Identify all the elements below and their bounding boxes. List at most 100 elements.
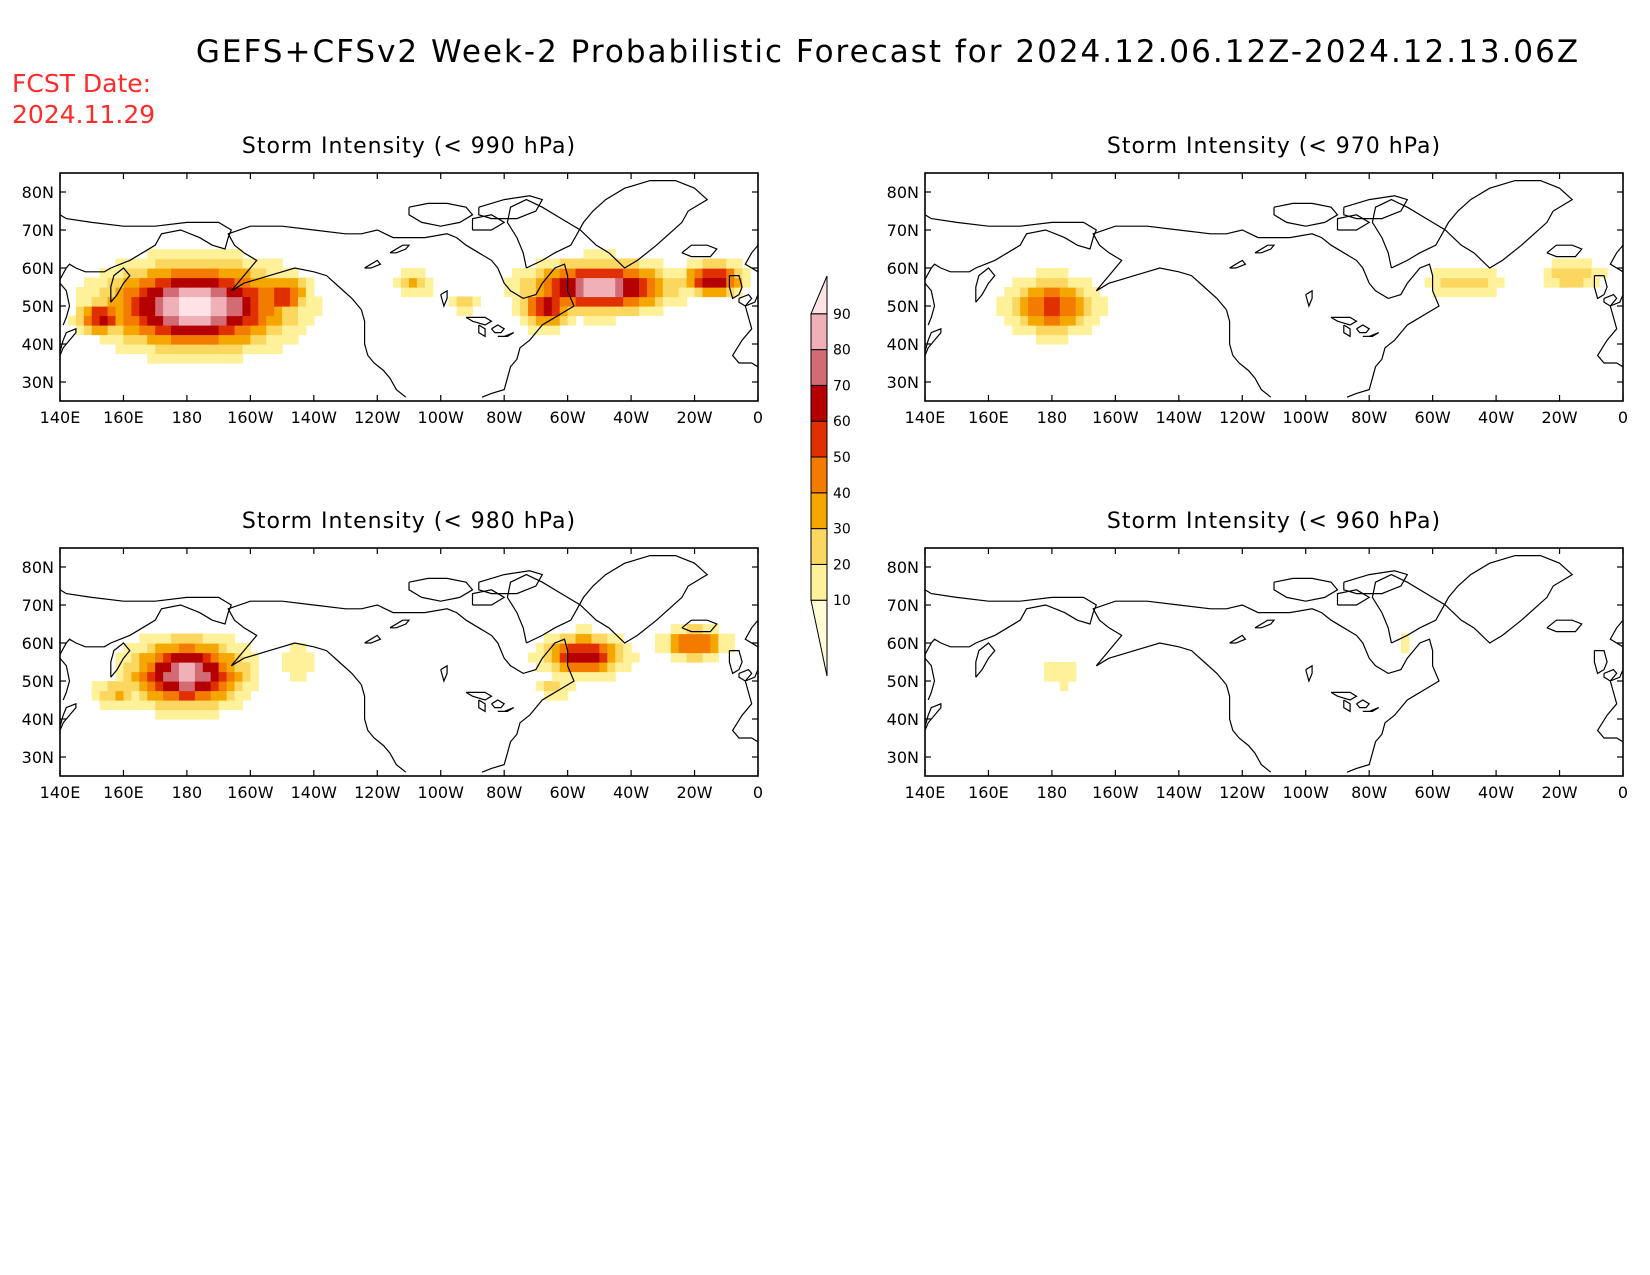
- probability-cell: [139, 681, 148, 692]
- probability-cell: [1059, 325, 1069, 336]
- probability-cell: [290, 296, 299, 307]
- probability-cell: [567, 662, 577, 673]
- probability-cell: [234, 662, 244, 673]
- probability-cell: [1036, 287, 1045, 298]
- probability-cell: [123, 344, 132, 355]
- probability-cell: [178, 643, 188, 654]
- probability-cell: [1083, 287, 1093, 298]
- probability-cell: [591, 306, 600, 317]
- probability-cell: [710, 633, 719, 644]
- probability-cell: [567, 268, 577, 279]
- probability-cell: [551, 671, 561, 682]
- probability-cell: [670, 277, 680, 288]
- probability-cell: [1036, 277, 1045, 288]
- probability-cell: [734, 287, 743, 298]
- coastline: [60, 589, 233, 655]
- probability-cell: [194, 334, 204, 345]
- probability-cell: [1400, 633, 1410, 644]
- probability-cell: [583, 296, 593, 307]
- probability-cell: [1496, 277, 1505, 288]
- probability-cell: [186, 277, 196, 288]
- coastline: [1603, 293, 1618, 307]
- coastline: [728, 275, 743, 300]
- probability-cell: [615, 306, 624, 317]
- probability-cell: [1051, 325, 1061, 336]
- coastline: [1229, 259, 1247, 269]
- probability-cell: [646, 287, 656, 298]
- probability-cell: [155, 325, 164, 336]
- lon-tick-label: 40W: [613, 408, 649, 427]
- probability-cell: [210, 315, 220, 326]
- probability-cell: [202, 287, 212, 298]
- probability-cell: [1448, 287, 1458, 298]
- lon-tick-label: 80W: [1351, 408, 1387, 427]
- probability-cell: [99, 287, 109, 298]
- probability-cell: [147, 325, 156, 336]
- coastline: [1371, 555, 1574, 644]
- probability-cell: [623, 662, 632, 673]
- probability-cell: [290, 325, 299, 336]
- probability-cell: [710, 643, 719, 654]
- probability-cell: [147, 700, 156, 711]
- probability-cell: [631, 277, 640, 288]
- lat-tick-label: 40N: [22, 710, 54, 729]
- probability-cell: [163, 334, 172, 345]
- fcst-date-label: FCST Date:: [12, 69, 151, 98]
- probability-cell: [115, 287, 125, 298]
- probability-cell: [83, 296, 93, 307]
- probability-cell: [274, 306, 283, 317]
- probability-cell: [670, 652, 680, 663]
- probability-cell: [258, 258, 267, 269]
- probability-cell: [186, 287, 196, 298]
- probability-cell: [575, 258, 585, 269]
- probability-cell: [567, 258, 577, 269]
- probability-cell: [543, 633, 553, 644]
- lat-tick-label: 50N: [22, 672, 54, 691]
- probability-cell: [583, 268, 593, 279]
- probability-cell: [527, 315, 537, 326]
- lat-tick-label: 80N: [887, 558, 919, 577]
- lat-tick-label: 70N: [22, 221, 54, 240]
- map-frame: [924, 547, 1624, 777]
- probability-cell: [678, 652, 688, 663]
- probability-cell: [131, 258, 140, 269]
- lon-tick-label: 120W: [354, 408, 401, 427]
- colorbar: 10 20 30 40 50 60 70 80 90: [810, 275, 851, 677]
- probability-cell: [210, 344, 220, 355]
- probability-cell: [591, 277, 600, 288]
- probability-cell: [401, 268, 410, 279]
- probability-cell: [639, 277, 648, 288]
- colorbar-segment: [810, 275, 828, 315]
- probability-cell: [242, 344, 251, 355]
- probability-cell: [1028, 287, 1037, 298]
- colorbar-label: 10: [833, 593, 851, 609]
- probability-cell: [607, 662, 616, 673]
- probability-cell: [178, 315, 188, 326]
- probability-cell: [202, 306, 212, 317]
- probability-cell: [1083, 315, 1093, 326]
- probability-cell: [226, 681, 236, 692]
- probability-cell: [678, 633, 688, 644]
- lat-tick-label: 50N: [887, 297, 919, 316]
- coastline: [506, 555, 709, 644]
- probability-cell: [662, 643, 672, 654]
- probability-cell: [91, 325, 101, 336]
- coastline: [497, 332, 515, 337]
- probability-cell: [115, 334, 125, 345]
- probability-cell: [1551, 277, 1561, 288]
- colorbar-segment: [810, 313, 828, 351]
- probability-cell: [210, 277, 220, 288]
- probability-cell: [591, 671, 600, 682]
- probability-cell: [1567, 268, 1577, 279]
- coastline: [1343, 324, 1351, 338]
- probability-cell: [662, 633, 672, 644]
- probability-cell: [155, 633, 164, 644]
- probability-cell: [274, 334, 283, 345]
- probability-cell: [258, 315, 267, 326]
- probability-cell: [710, 652, 719, 663]
- probability-cell: [1424, 277, 1434, 288]
- probability-cell: [583, 671, 593, 682]
- probability-cell: [186, 709, 196, 720]
- probability-cell: [726, 258, 735, 269]
- lon-tick-label: 100W: [1283, 408, 1330, 427]
